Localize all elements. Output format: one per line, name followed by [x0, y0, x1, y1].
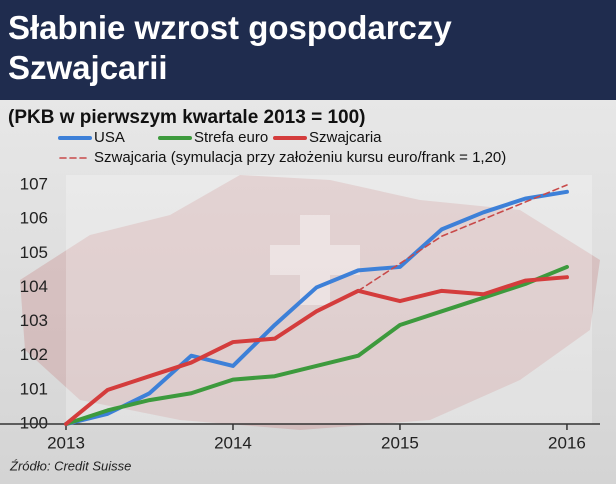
y-tick-label: 104 [20, 277, 48, 296]
legend-label: Strefa euro [194, 129, 268, 146]
y-tick-label: 100 [20, 413, 48, 432]
x-tick-label: 2015 [381, 433, 419, 452]
legend-label: USA [94, 129, 125, 146]
series-line [64, 275, 569, 426]
x-tick-label: 2014 [214, 433, 252, 452]
y-tick-label: 107 [20, 174, 48, 193]
y-tick-label: 106 [20, 209, 48, 228]
x-tick-label: 2016 [548, 433, 586, 452]
map-shape [20, 175, 600, 430]
plot-area [66, 175, 592, 424]
y-tick-label: 103 [20, 311, 48, 330]
series-line [357, 184, 568, 292]
source: Źródło: Credit Suisse [9, 458, 131, 473]
chart-title: Słabnie wzrost gospodarczy Szwajcarii [8, 9, 452, 86]
series-line [64, 264, 569, 426]
y-tick-label: 101 [20, 379, 48, 398]
series-line [64, 189, 569, 426]
legend-label: Szwajcaria [309, 129, 382, 146]
legend-label: Szwajcaria (symulacja przy założeniu kur… [94, 149, 506, 166]
x-tick-label: 2013 [47, 433, 85, 452]
y-tick-label: 102 [20, 345, 48, 364]
chart-subtitle: (PKB w pierwszym kwartale 2013 = 100) [8, 107, 365, 128]
title-bar [0, 0, 616, 100]
flag-cross [270, 215, 360, 305]
y-tick-label: 105 [20, 243, 48, 262]
